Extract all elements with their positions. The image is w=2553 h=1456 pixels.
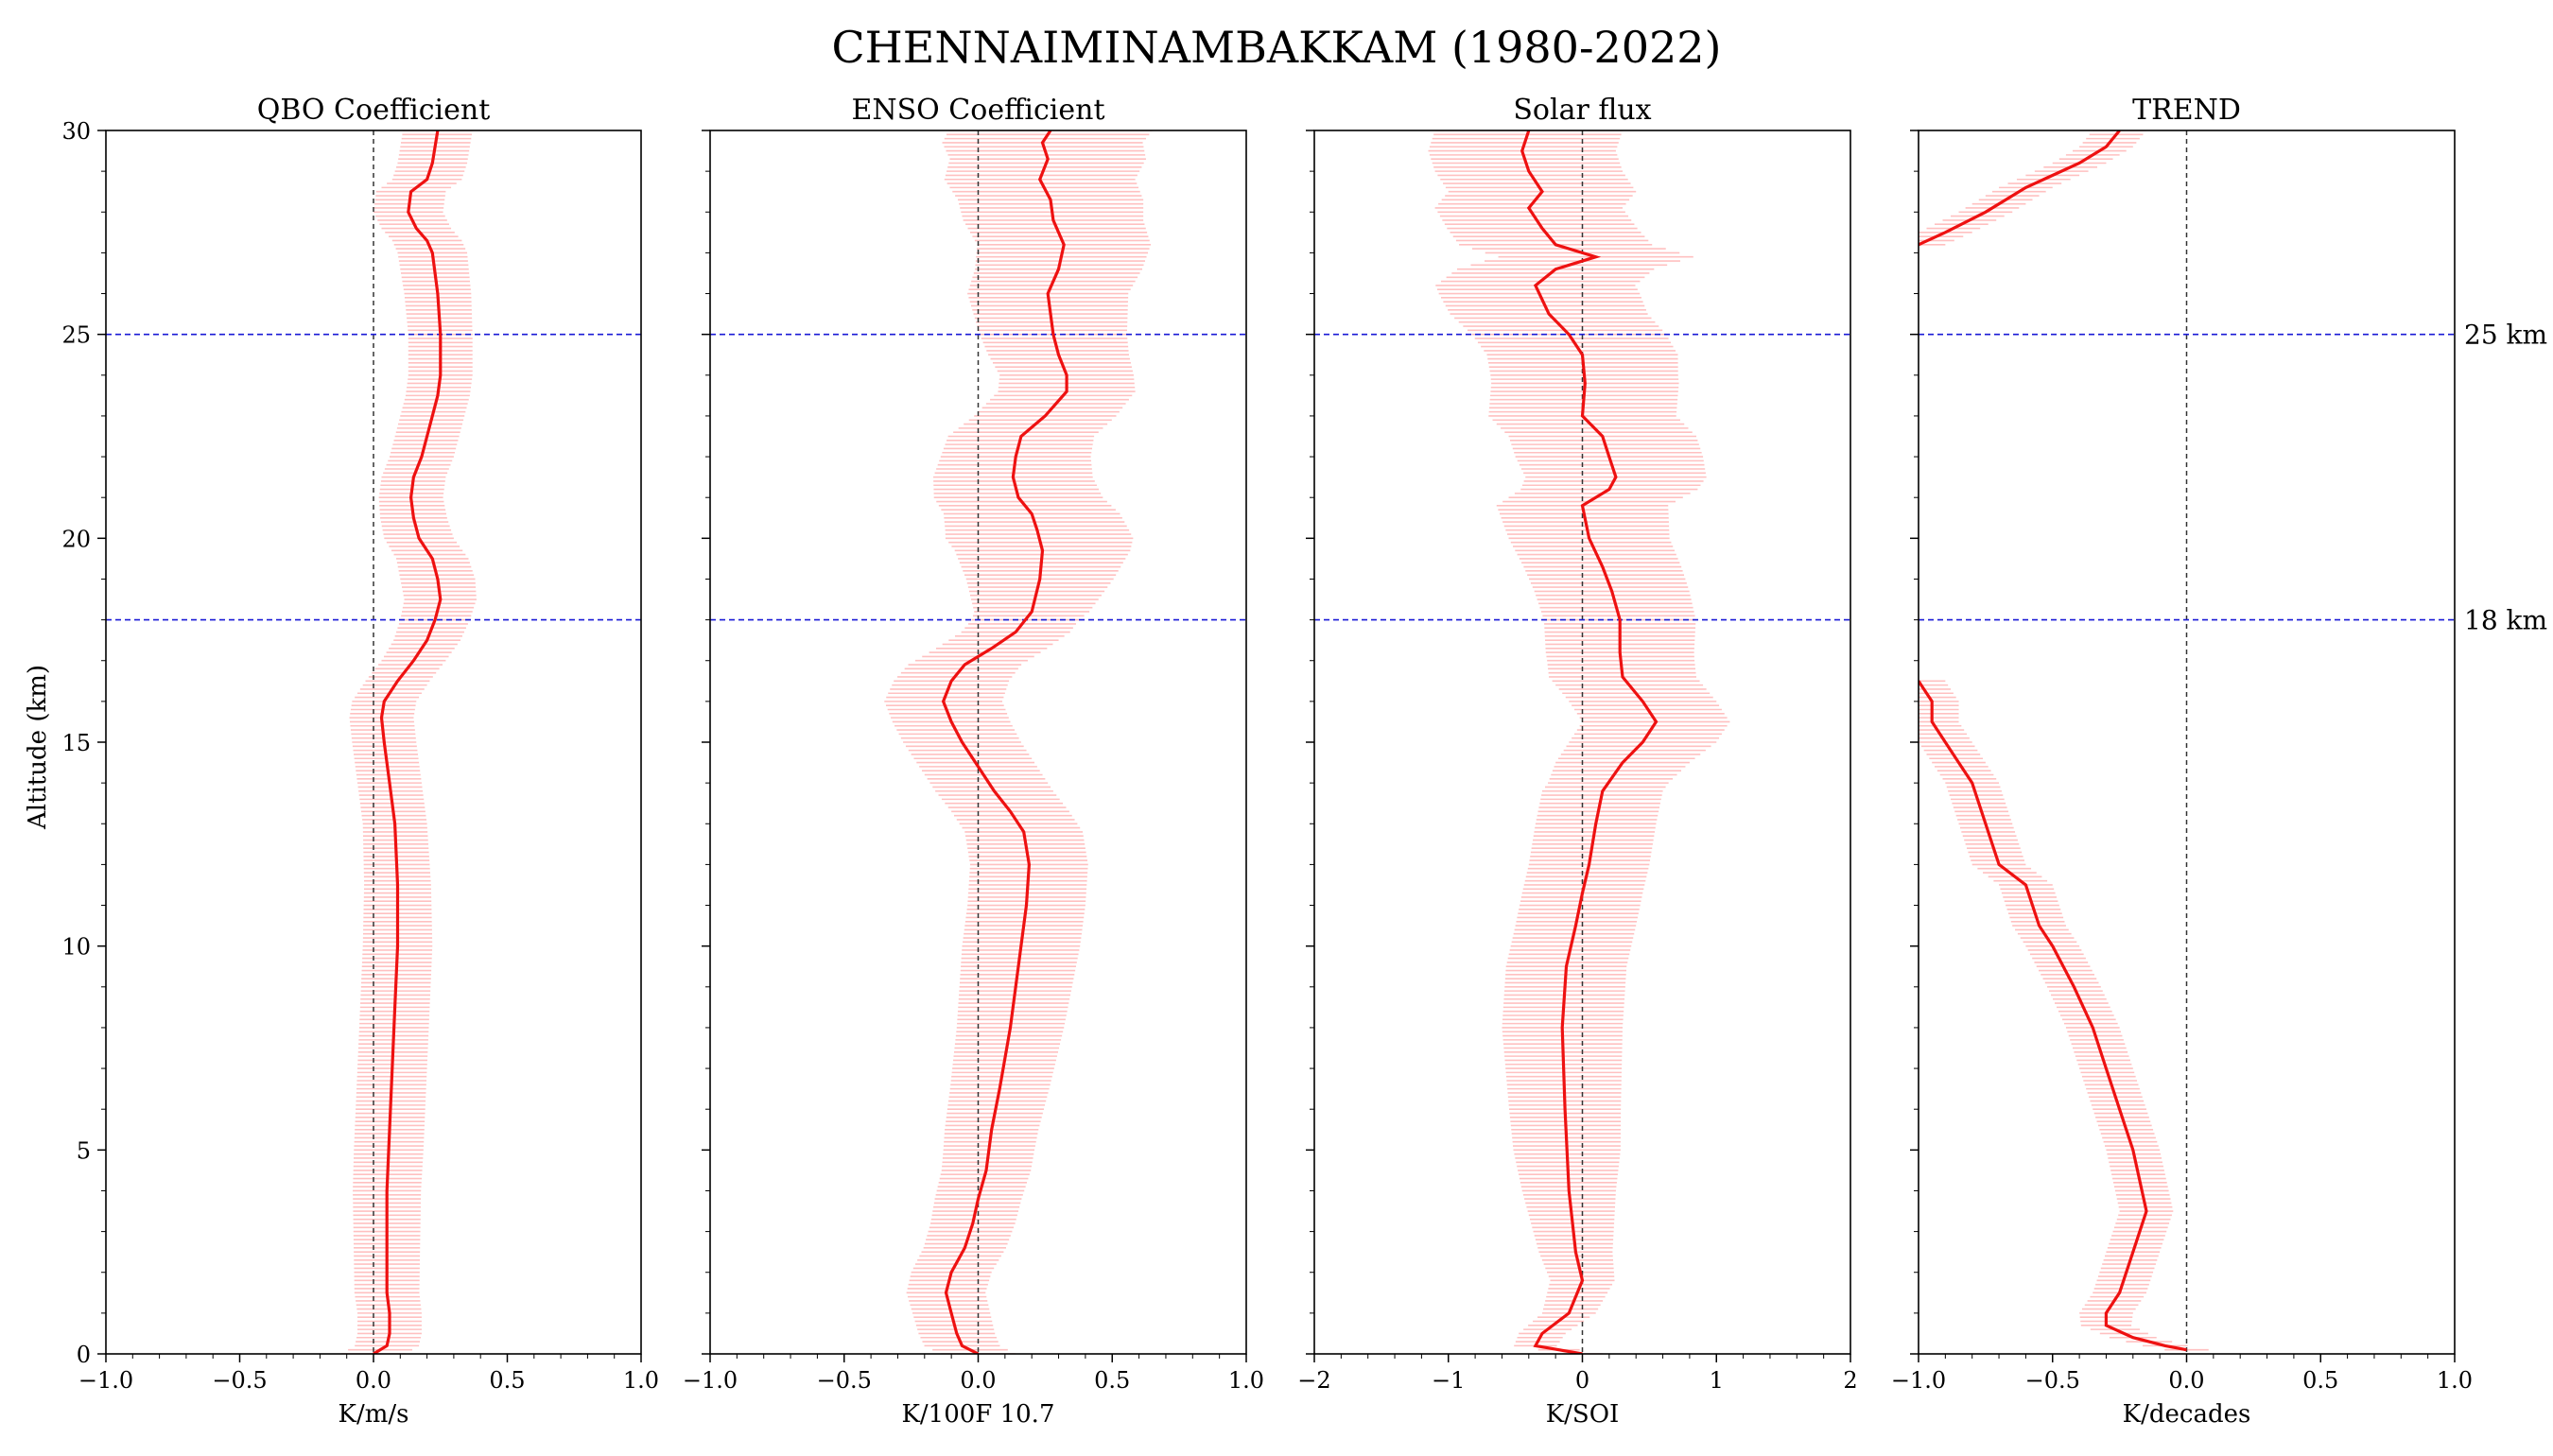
x-axis-label: K/100F 10.7 [901,1400,1054,1429]
x-axis-label: K/m/s [339,1400,409,1429]
y-tick-label: 0 [77,1342,91,1368]
y-tick-label: 30 [61,118,91,145]
x-tick-label: 1.0 [2437,1367,2473,1394]
x-axis-label: K/decades [2123,1400,2251,1429]
panel-3: −2 −1 0 1 2 Solar flux K/SOI [1297,94,1857,1429]
panel-title: ENSO Coefficient [851,94,1104,127]
x-tick-label: −2 [1297,1367,1330,1394]
x-tick-label: 0.0 [356,1367,391,1394]
x-tick-label: −1 [1432,1367,1465,1394]
x-tick-label: −1.0 [1891,1367,1946,1394]
profile-line-upper [1919,130,2121,247]
plot-area [106,130,641,1354]
reference-label-25: 25 km [2464,320,2547,351]
y-tick-label: 15 [61,730,91,756]
x-tick-label: −1.0 [78,1367,133,1394]
x-tick-label: −0.5 [2025,1367,2080,1394]
x-tick-label: 0 [1575,1367,1589,1394]
panel-4: −1.0 −0.5 0.0 0.5 1.0 TREND K/decades 25 km 18 k… [1891,94,2547,1429]
x-tick-label: −1.0 [683,1367,738,1394]
x-tick-label: 2 [1843,1367,1857,1394]
error-bars [341,130,477,1354]
panel-title: TREND [2132,94,2241,127]
x-tick-label: 0.0 [2168,1367,2204,1394]
x-tick-label: 0.5 [2302,1367,2338,1394]
figure-title: CHENNAIMINAMBAKKAM (1980-2022) [831,22,1721,73]
y-axis-label: Altitude (km) [24,665,52,830]
x-tick-label: 0.5 [1094,1367,1130,1394]
error-bars [1428,130,1730,1354]
panel-title: QBO Coefficient [257,94,491,127]
x-tick-label: 0.5 [489,1367,525,1394]
profile-line [1919,680,2187,1352]
profile-line [1520,130,1659,1354]
y-tick-label: 25 [61,322,91,349]
x-tick-label: 0.0 [960,1367,996,1394]
x-tick-label: 1.0 [623,1367,659,1394]
panel-2: −1.0 −0.5 0.0 0.5 1.0 ENSO Coefficient K/100F … [683,94,1264,1429]
x-tick-label: 1.0 [1228,1367,1264,1394]
reference-label-18: 18 km [2464,605,2547,636]
panel-title: Solar flux [1513,94,1651,127]
plot-area [710,130,1246,1354]
x-axis-label: K/SOI [1546,1400,1620,1429]
error-bars [884,130,1153,1354]
y-tick-label: 20 [61,526,91,552]
y-tick-label: 5 [77,1137,91,1164]
y-tick-label: 10 [61,934,91,961]
profile-line [373,130,443,1354]
panel-1: −1.0 −0.5 0.0 0.5 1.0 0 5 10 15 20 25 30 QBO Coeffic… [61,94,659,1429]
x-tick-label: −0.5 [212,1367,267,1394]
profile-line [941,130,1068,1354]
x-tick-label: 1 [1710,1367,1724,1394]
plot-area [1314,130,1850,1354]
error-bars [1919,130,2209,1351]
plot-area [1919,130,2455,1354]
x-tick-label: −0.5 [817,1367,872,1394]
